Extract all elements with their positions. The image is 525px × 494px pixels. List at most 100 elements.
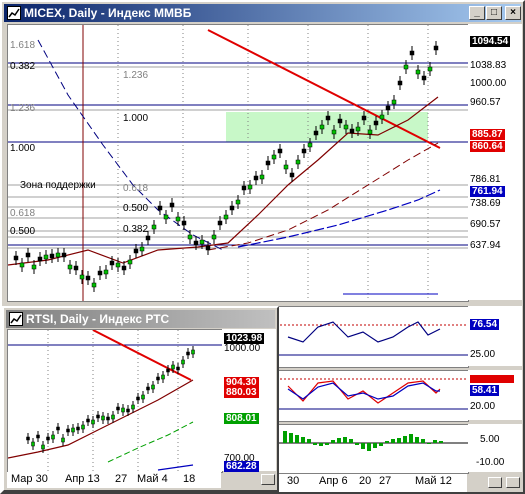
histogram-bar [295,435,299,443]
candle-body [186,351,190,356]
maximize-button[interactable]: □ [486,6,502,20]
candle-body [283,164,289,170]
price-738: 738.69 [470,198,501,209]
candle-body [31,264,37,270]
micex-xlabel-27: 27 [379,475,392,487]
histogram-bar [289,433,293,443]
candle-body [145,235,151,241]
rtsi-xlabel-mar30: Мар 30 [11,473,48,485]
rtsi-price-904: 904.30 [224,377,259,388]
rtsi-candles [26,346,195,453]
close-button[interactable]: × [505,6,521,20]
candle-body [176,366,180,371]
candle-body [289,172,295,178]
candle-body [115,262,121,268]
osc1-value: 76.54 [470,319,500,330]
chart-window-icon [9,312,23,326]
candle-body [121,407,125,413]
candle-body [325,115,331,121]
histogram-bar [427,443,431,444]
candle-body [116,406,120,411]
candle-body [86,418,90,423]
rtsi-chart-window[interactable]: RTSI, Daily - Индекс РТС 1023.98 1000.00… [2,306,279,492]
rtsi-main-plot[interactable] [7,329,223,473]
candle-body [241,185,247,191]
candle-body [103,269,109,275]
osc3-level-low: -10.00 [476,457,505,468]
micex-title-bar[interactable]: MICEX, Daily - Индекс ММВБ _ □ × [4,4,521,22]
candle-body [61,437,65,443]
micex-scroll-end-button[interactable] [506,477,520,488]
price-1094: 1094.54 [470,36,511,47]
candle-body [181,220,187,226]
candle-body [111,414,115,420]
fib-label-0382: 0.382 [10,61,36,72]
osc2-marker [470,375,514,383]
candle-body [163,214,169,220]
candle-body [51,434,55,440]
price-690: 690.57 [470,219,501,230]
fib-label-1236: 1.236 [123,70,149,81]
candle-body [367,129,373,135]
histogram-bar [397,438,401,443]
candle-body [259,174,265,180]
price-885: 885.87 [470,129,505,140]
histogram-bar [361,443,365,449]
candle-body [169,202,175,208]
candle-body [146,386,150,391]
micex-xlabel-30: 30 [287,475,300,487]
histogram-bar [283,431,287,443]
candle-body [157,205,163,211]
fib-label-0618b: 0.618 [10,208,36,219]
fib-label-0500b: 0.500 [10,226,36,237]
candle-body [229,205,235,211]
candle-body [106,416,110,421]
candle-body [85,275,91,281]
micex-scale-toggle-button[interactable] [488,477,502,488]
histogram-bar [325,443,329,445]
candle-body [217,220,223,226]
histogram-bar [403,436,407,443]
micex-xlabel-apr6: Апр 6 [319,475,348,487]
moving-average-fast [8,96,439,266]
histogram-bar [379,443,383,446]
candle-body [133,248,139,254]
candle-body [81,424,85,430]
candle-body [43,254,49,260]
candle-body [271,154,277,160]
osc2-value: 58.41 [470,385,500,396]
histogram-bar [415,437,419,443]
histogram-bar [319,443,323,446]
rtsi-scroll-end-button[interactable] [261,474,275,485]
candle-body [166,368,170,373]
candle-body [193,240,199,246]
candle-body [427,66,433,72]
candle-body [391,99,397,105]
minimize-button[interactable]: _ [469,6,485,20]
candle-body [96,414,100,419]
candle-body [161,374,165,380]
candle-body [349,128,355,134]
candle-body [127,259,133,265]
rtsi-price-682: 682.28 [224,461,259,472]
micex-main-plot[interactable]: 1.618 0.382 1.236 1.000 1.236 1.000 Зона… [7,24,469,302]
candle-body [76,426,80,431]
candle-body [235,199,241,205]
histogram-bar [313,443,317,445]
rtsi-xlabel-apr13: Апр 13 [65,473,100,485]
rtsi-title-bar[interactable]: RTSI, Daily - Индекс РТС [6,310,275,328]
histogram-bar [373,443,377,448]
candle-body [131,404,135,410]
histogram-bar [409,434,413,443]
candle-body [415,69,421,75]
micex-price-scale: 1094.54 1038.83 1000.00 960.57 885.87 86… [468,24,522,300]
candle-body [337,118,343,124]
rtsi-price-1000: 1000.00 [224,343,261,354]
osc2-level: 20.00 [470,401,496,412]
oscillator-2-scale: 58.41 20.00 [468,370,522,420]
histogram-bar [367,443,371,451]
rtsi-xlabel-may4: Май 4 [137,473,168,485]
candle-body [265,160,271,166]
candle-body [25,252,31,258]
histogram-bar [385,441,389,443]
